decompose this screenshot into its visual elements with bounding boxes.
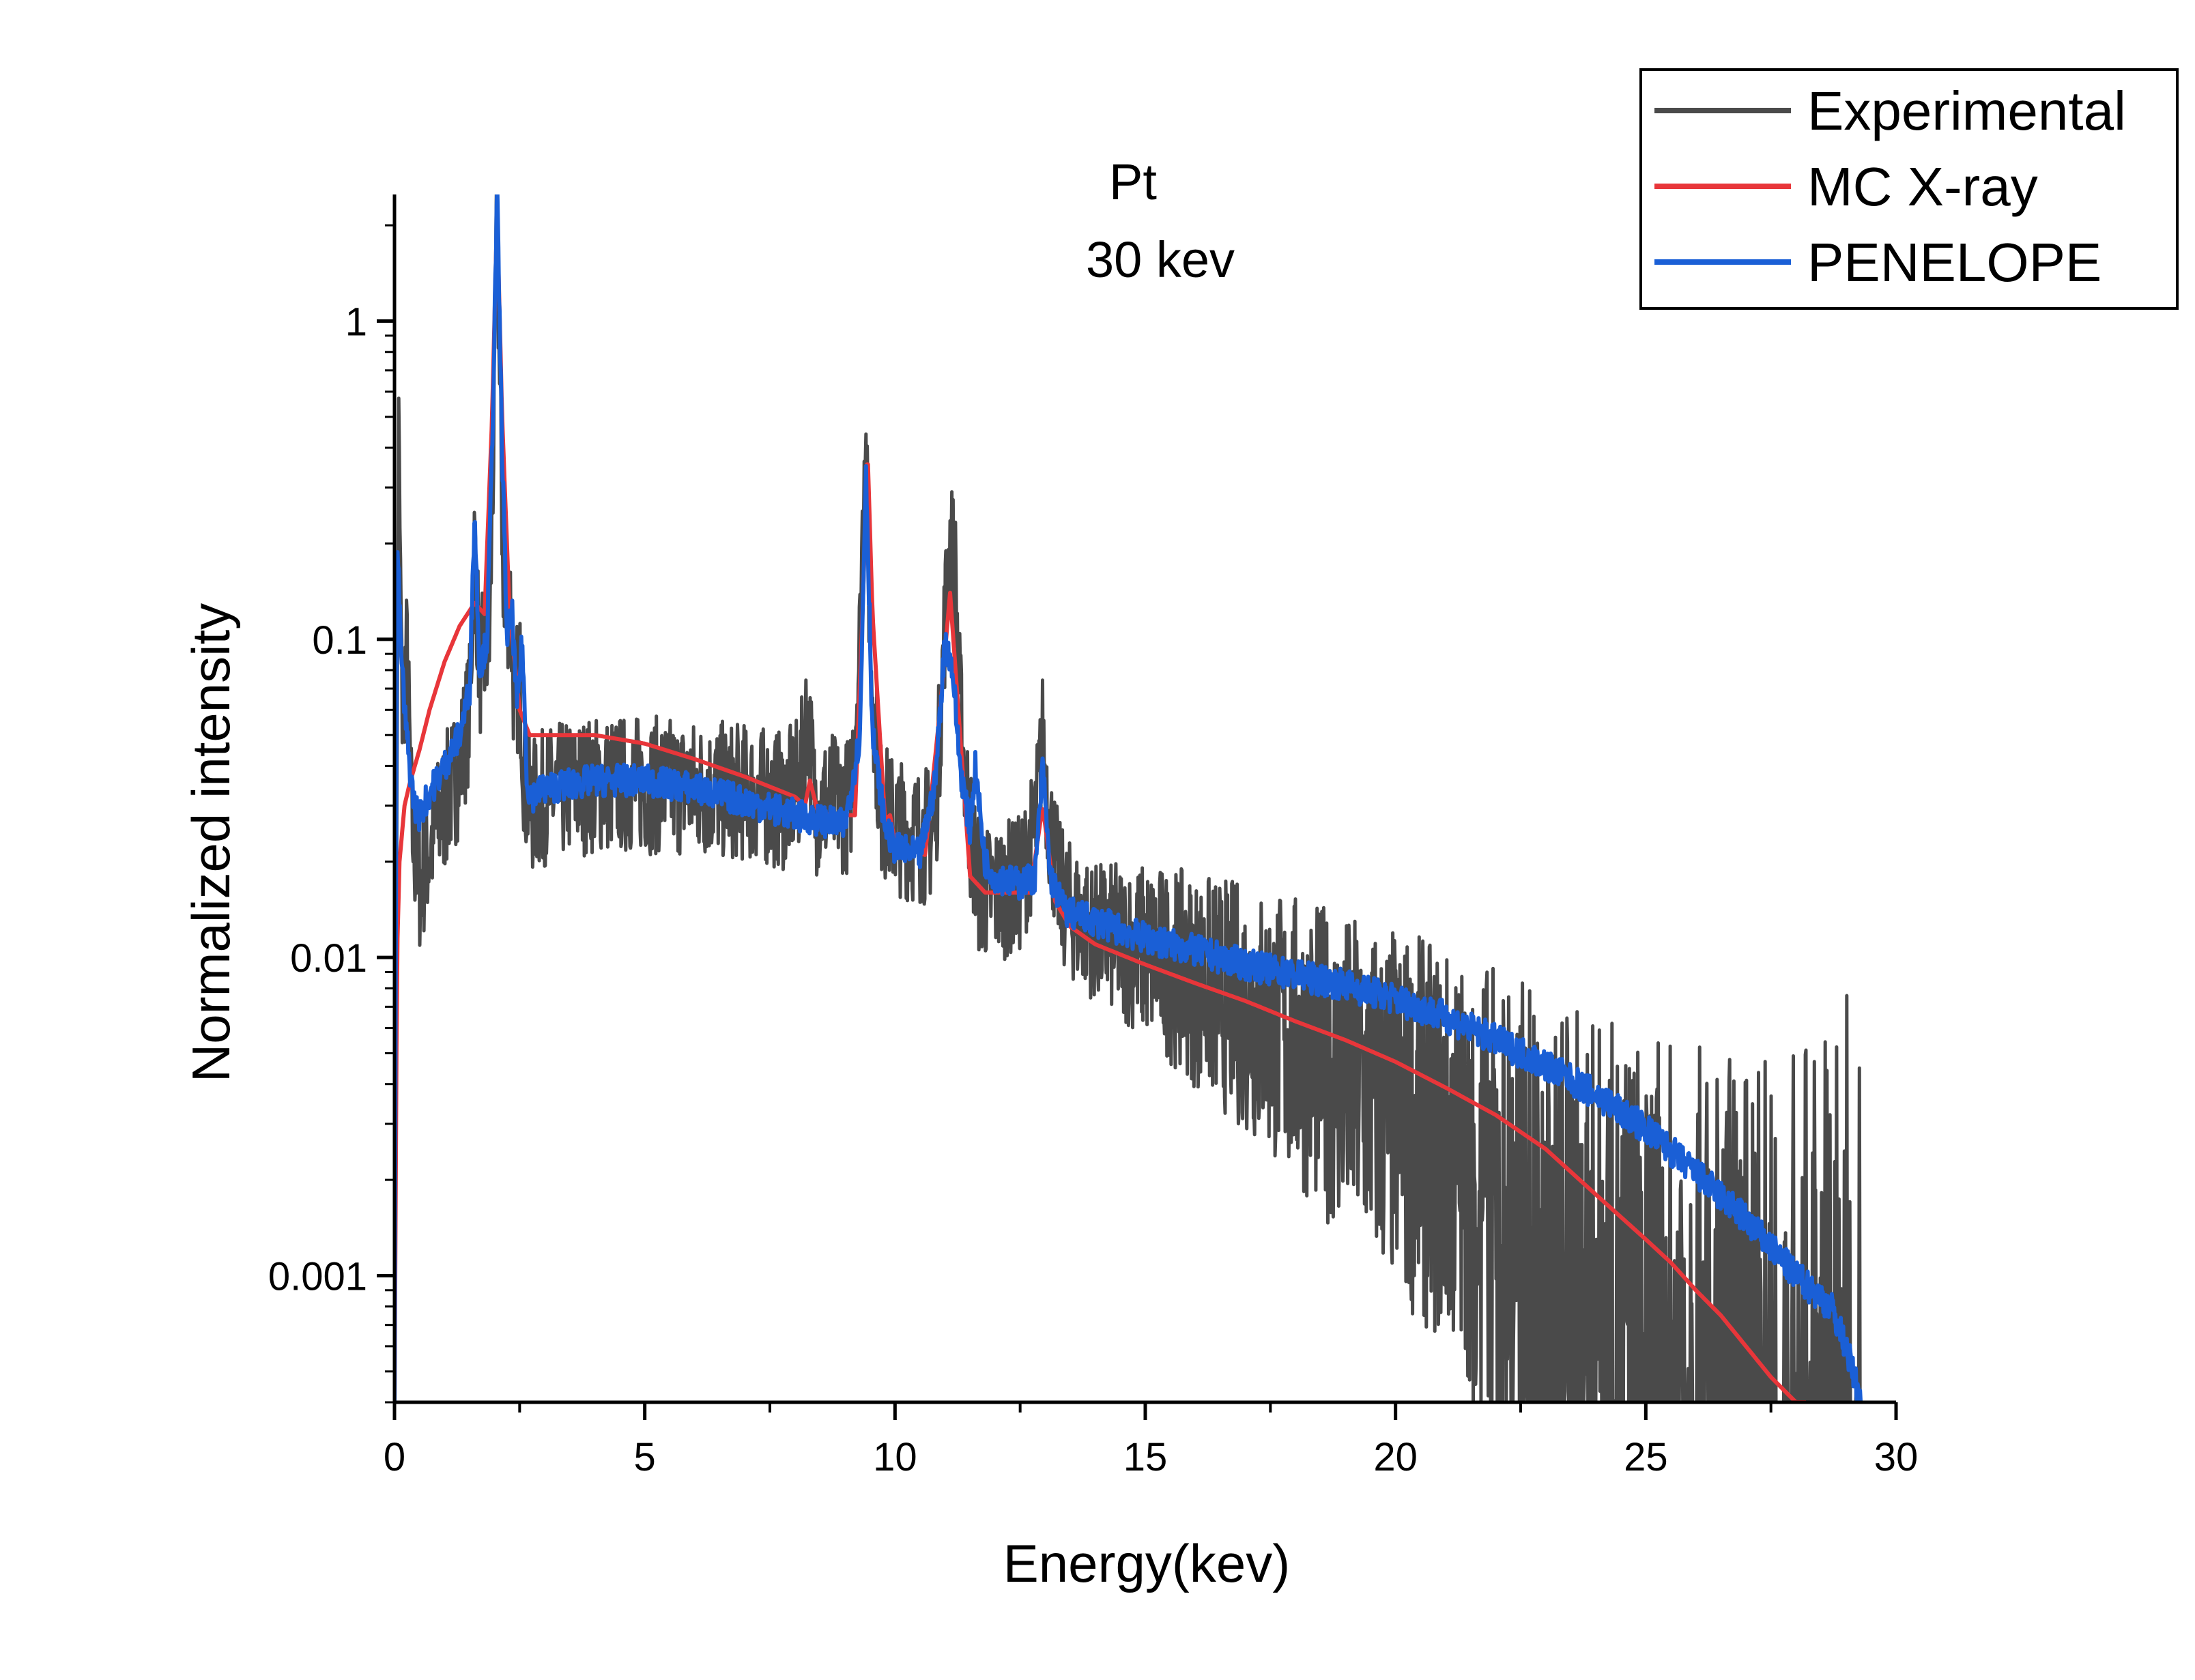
y-tick-label: 0.01 [290,936,367,981]
y-tick-label: 0.001 [268,1254,367,1299]
legend-label-mc-xray: MC X-ray [1807,156,2038,217]
series-line [394,194,1863,1402]
x-tick-label: 0 [384,1435,405,1479]
series-penelope [394,194,1863,1402]
plot-subtitle: 30 kev [1086,231,1235,288]
y-tick-label: 1 [345,300,367,345]
x-tick-label: 10 [873,1435,917,1479]
x-tick-label: 25 [1624,1435,1668,1479]
legend: Experimental MC X-ray PENELOPE [1639,68,2179,310]
x-ticks: 0 5 10 15 20 25 30 [384,1402,1918,1479]
legend-label-experimental: Experimental [1807,81,2126,141]
x-tick-label: 15 [1123,1435,1168,1479]
series-line [394,230,1807,1402]
x-tick-label: 5 [634,1435,656,1479]
series-layer [394,194,1863,1402]
x-axis-title: Energy(kev) [1003,1533,1290,1593]
y-tick-label: 0.1 [312,618,367,663]
plot-title: Pt [1109,154,1157,210]
y-axis-title: Normalized intensity [181,603,241,1082]
x-tick-label: 30 [1874,1435,1919,1479]
legend-label-penelope: PENELOPE [1807,232,2101,293]
y-ticks: 0.001 0.01 0.1 1 [268,224,394,1404]
x-tick-label: 20 [1373,1435,1418,1479]
series-mc-x-ray [394,230,1807,1402]
